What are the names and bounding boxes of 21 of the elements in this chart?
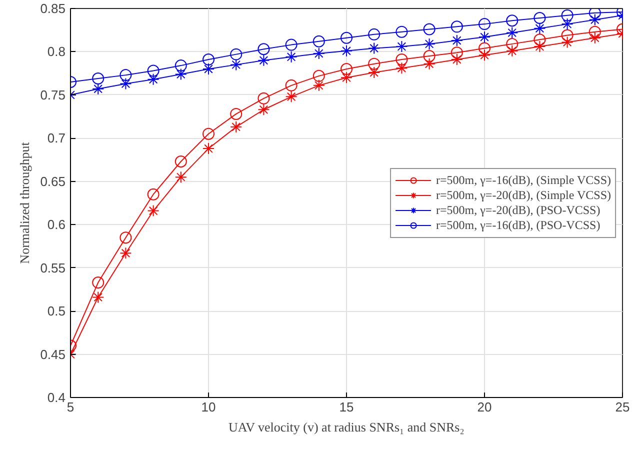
y-tick-label: 0.7: [47, 130, 66, 146]
x-axis-title: UAV velocity (v) at radius SNRs₁ and SNRs₂: [228, 420, 464, 434]
x-tick-label: 20: [477, 400, 492, 414]
y-tick-label: 0.45: [40, 346, 66, 362]
x-tick-label: 25: [615, 400, 630, 414]
legend-label: r=500m, γ=-20(dB), (PSO-VCSS): [436, 202, 600, 218]
y-tick-label: 0.6: [47, 217, 66, 232]
legend-label: r=500m, γ=-20(dB), (Simple VCSS): [436, 188, 611, 202]
x-tick-label: 5: [66, 400, 74, 414]
y-axis-title: Normalized throughput: [17, 142, 32, 264]
y-tick-label: 0.55: [40, 260, 66, 276]
y-tick-label: 0.65: [40, 174, 66, 189]
y-tick-label: 0.85: [40, 1, 66, 16]
y-tick-label: 0.4: [47, 390, 66, 405]
legend-label: r=500m, γ=-16(dB), (Simple VCSS): [436, 172, 611, 188]
y-tick-label: 0.75: [40, 87, 66, 102]
legend-label: r=500m, γ=-16(dB), (PSO-VCSS): [436, 218, 600, 232]
y-tick-label: 0.8: [47, 44, 66, 60]
x-tick-label: 10: [201, 400, 216, 414]
y-tick-label: 0.5: [47, 304, 66, 319]
x-tick-label: 15: [339, 400, 354, 414]
